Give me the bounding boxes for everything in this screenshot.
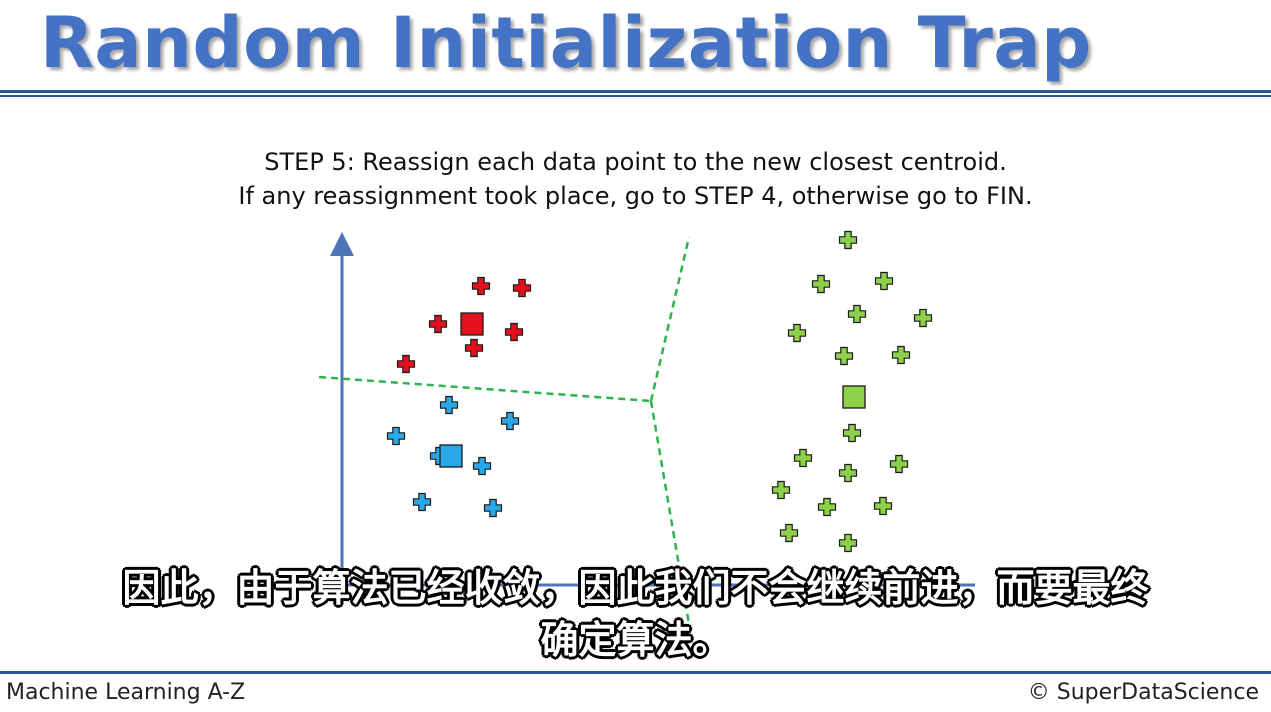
slide-title: Random Initialization Trap: [40, 2, 1092, 84]
red-data-point: [471, 276, 491, 296]
blue-centroid: [439, 444, 463, 468]
video-subtitle: 因此，由于算法已经收敛，因此我们不会继续前进，而要最终 确定算法。: [0, 562, 1271, 666]
blue-data-point: [386, 426, 406, 446]
step-description: STEP 5: Reassign each data point to the …: [0, 145, 1271, 213]
blue-data-point: [439, 395, 459, 415]
green-data-point: [779, 523, 799, 543]
copyright: © SuperDataScience: [1027, 680, 1259, 705]
boundary-line: [649, 236, 691, 402]
green-data-point: [771, 480, 791, 500]
green-data-point: [847, 304, 867, 324]
footer-divider: [0, 671, 1271, 674]
green-data-point: [838, 533, 858, 553]
step-line-2: If any reassignment took place, go to ST…: [238, 182, 1033, 210]
green-data-point: [891, 345, 911, 365]
step-line-1: STEP 5: Reassign each data point to the …: [264, 148, 1007, 176]
green-data-point: [889, 454, 909, 474]
green-data-point: [793, 448, 813, 468]
data-points: [386, 230, 933, 553]
green-data-point: [787, 323, 807, 343]
blue-data-point: [472, 456, 492, 476]
green-centroid: [842, 385, 866, 409]
red-centroid: [460, 312, 484, 336]
green-data-point: [838, 463, 858, 483]
subtitle-line-1: 因此，由于算法已经收敛，因此我们不会继续前进，而要最终: [122, 566, 1149, 610]
red-data-point: [504, 322, 524, 342]
cluster-boundaries: [318, 236, 692, 631]
blue-data-point: [412, 492, 432, 512]
green-data-point: [811, 274, 831, 294]
red-data-point: [428, 314, 448, 334]
blue-data-point: [500, 411, 520, 431]
title-divider: [0, 90, 1271, 93]
green-data-point: [842, 423, 862, 443]
red-data-point: [512, 278, 532, 298]
green-data-point: [838, 230, 858, 250]
green-data-point: [873, 496, 893, 516]
title-divider-secondary: [0, 95, 1271, 97]
blue-data-point: [483, 498, 503, 518]
green-data-point: [874, 271, 894, 291]
centroids: [439, 312, 866, 468]
subtitle-line-2: 确定算法。: [540, 618, 731, 662]
axes: [330, 232, 975, 587]
red-data-point: [396, 354, 416, 374]
green-data-point: [817, 497, 837, 517]
course-name: Machine Learning A-Z: [6, 680, 246, 705]
boundary-line: [318, 375, 652, 403]
green-data-point: [834, 346, 854, 366]
red-data-point: [464, 338, 484, 358]
green-data-point: [913, 308, 933, 328]
boundary-line: [649, 400, 692, 631]
